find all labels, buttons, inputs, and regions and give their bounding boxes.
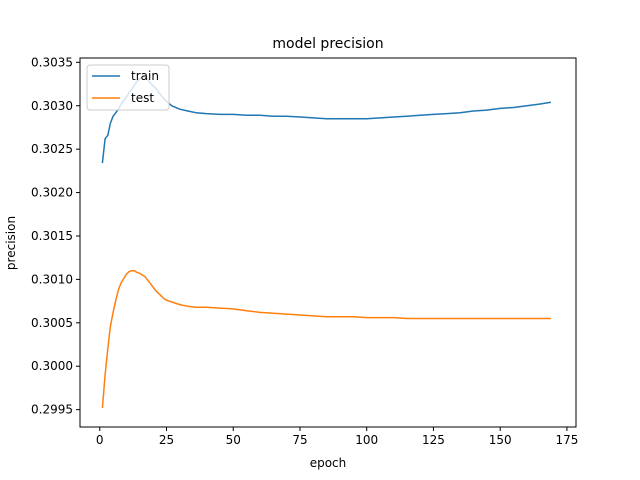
series-line-train [101,75,552,164]
y-axis: 0.2995 0.3000 0.3005 0.3010 0.3015 0.3020 0.30… [31,55,80,417]
y-axis-title: precision [4,216,18,270]
plot-frame [79,57,577,428]
x-tick-label: 50 [226,433,241,447]
y-tick-label: 0.3000 [31,359,73,373]
series-line-test [101,269,551,408]
plot-area [101,75,552,408]
x-tick-label: 100 [355,433,378,447]
chart-title: model precision [272,36,383,52]
y-tick-label: 0.3010 [31,272,73,286]
y-tick-label: 0.3030 [31,99,73,113]
x-tick-label: 0 [96,433,104,447]
y-tick-label: 0.3025 [31,142,73,156]
x-axis-title: epoch [310,456,347,470]
y-tick-label: 0.3035 [31,55,73,69]
x-axis: 0 25 50 75 100 125 150 175 [96,427,578,447]
y-tick-label: 0.3015 [31,229,73,243]
y-tick-label: 0.2995 [31,403,73,417]
legend-label-train: train [131,69,159,83]
legend-label-test: test [131,91,154,105]
x-tick-label: 175 [555,433,578,447]
x-tick-label: 75 [292,433,307,447]
x-tick-label: 150 [489,433,512,447]
x-tick-label: 25 [159,433,174,447]
legend: train test [86,64,170,111]
y-tick-label: 0.3005 [31,316,73,330]
x-tick-label: 125 [422,433,445,447]
y-tick-label: 0.3020 [31,186,73,200]
